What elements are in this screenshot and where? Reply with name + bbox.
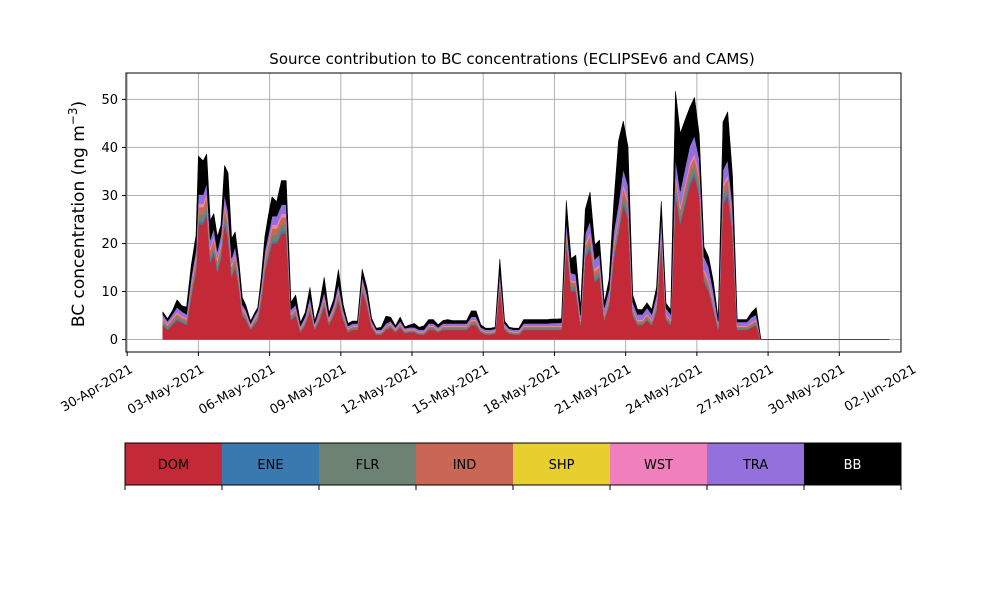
y-axis-label: BC concentration (ng m−3): [66, 101, 89, 327]
legend-label-ind: IND: [453, 458, 477, 473]
legend-colorbar: DOM ENE FLR IND SHP WST TRA BB: [124, 442, 902, 490]
area-bb: [162, 90, 890, 340]
plot-frame: [125, 72, 902, 353]
legend-swatch-shp: [513, 443, 610, 485]
y-axis-label-unit-exponent: −3: [66, 107, 80, 125]
legend-swatch-tra: [707, 443, 804, 485]
legend-label-flr: FLR: [356, 458, 380, 473]
y-axis-label-close: ): [69, 101, 89, 108]
y-tick-label-5: 50: [101, 93, 118, 108]
legend-label-ene: ENE: [257, 458, 283, 473]
legend-swatch-ind: [416, 443, 513, 485]
y-tick-label-3: 30: [101, 189, 118, 204]
y-axis-label-text: BC concentration (ng m: [69, 125, 89, 327]
legend-label-tra: TRA: [742, 458, 768, 473]
chart-title: Source contribution to BC concentrations…: [269, 50, 754, 68]
legend-swatch-flr: [319, 443, 416, 485]
legend-label-wst: WST: [644, 458, 673, 473]
legend-label-shp: SHP: [549, 458, 575, 473]
y-tick-label-1: 10: [101, 285, 118, 300]
legend-swatch-bb: [804, 443, 901, 485]
stacked-areas: [162, 90, 890, 340]
legend-swatch-ene: [222, 443, 319, 485]
legend-swatch-wst: [610, 443, 707, 485]
legend-label-dom: DOM: [158, 458, 189, 473]
legend-swatch-dom: [125, 443, 222, 485]
y-tick-label-0: 0: [110, 333, 118, 348]
y-tick-label-2: 20: [101, 237, 118, 252]
legend-label-bb: BB: [844, 458, 862, 473]
y-tick-label-4: 40: [101, 141, 118, 156]
